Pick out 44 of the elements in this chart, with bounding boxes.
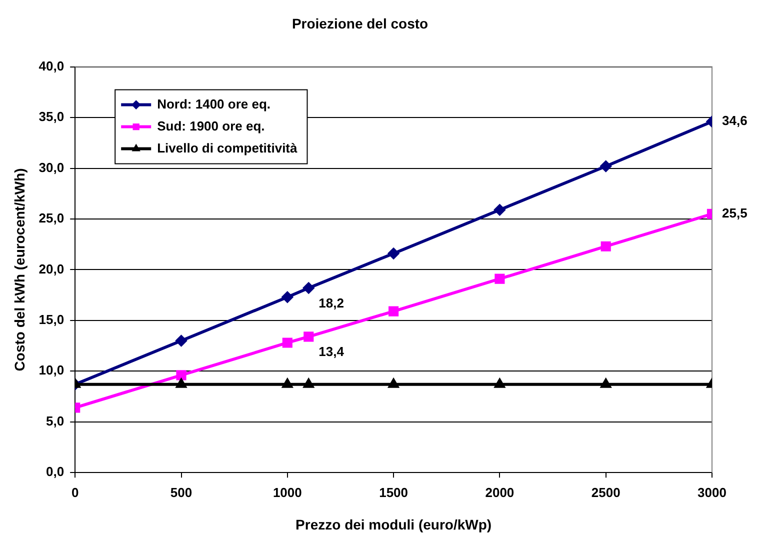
x-tick-label: 3000 [698, 484, 726, 500]
point [176, 378, 186, 388]
data-label: 25,5 [722, 205, 748, 220]
y-axis-title: Costo del kWh (eurocent/kWh) [11, 168, 28, 372]
x-axis-title: Prezzo dei moduli (euro/kWp) [296, 516, 492, 532]
y-tick-label: 10,0 [38, 362, 64, 378]
y-tick-label: 15,0 [38, 312, 64, 328]
point [600, 241, 611, 252]
y-tick-label: 30,0 [38, 160, 64, 175]
data-label: 13,4 [318, 344, 345, 360]
point [494, 378, 505, 388]
point [304, 378, 314, 388]
y-tick-label: 5,0 [46, 413, 64, 428]
legend-label: Sud: 1900 ore eq. [157, 118, 265, 134]
point [494, 204, 506, 216]
point [388, 378, 399, 388]
data-label: 34,6 [722, 113, 748, 128]
y-tick-label: 20,0 [38, 261, 64, 276]
point [600, 160, 612, 172]
point [176, 370, 186, 380]
point [176, 335, 187, 346]
point [304, 332, 314, 342]
y-tick-label: 25,0 [38, 210, 64, 226]
x-tick-label: 500 [170, 484, 192, 500]
x-tick-label: 0 [71, 484, 79, 500]
chart-title: Proiezione del costo [292, 15, 428, 32]
point [388, 306, 399, 316]
y-tick-label: 35,0 [38, 109, 64, 124]
data-label: 18,2 [318, 296, 344, 311]
point [303, 282, 314, 294]
x-tick-label: 2500 [591, 484, 620, 500]
x-tick-label: 1000 [272, 484, 302, 500]
legend-label: Livello di competitività [157, 140, 298, 156]
point [494, 274, 505, 284]
point [600, 378, 611, 388]
point [282, 378, 292, 388]
point [388, 248, 400, 259]
legend-label: Nord: 1400 ore eq. [157, 96, 271, 112]
x-tick-label: 2000 [485, 484, 514, 500]
point [282, 338, 292, 348]
y-tick-label: 40,0 [38, 58, 64, 74]
x-tick-label: 1500 [379, 484, 408, 500]
y-tick-label: 0,0 [46, 464, 64, 480]
point [282, 292, 293, 303]
